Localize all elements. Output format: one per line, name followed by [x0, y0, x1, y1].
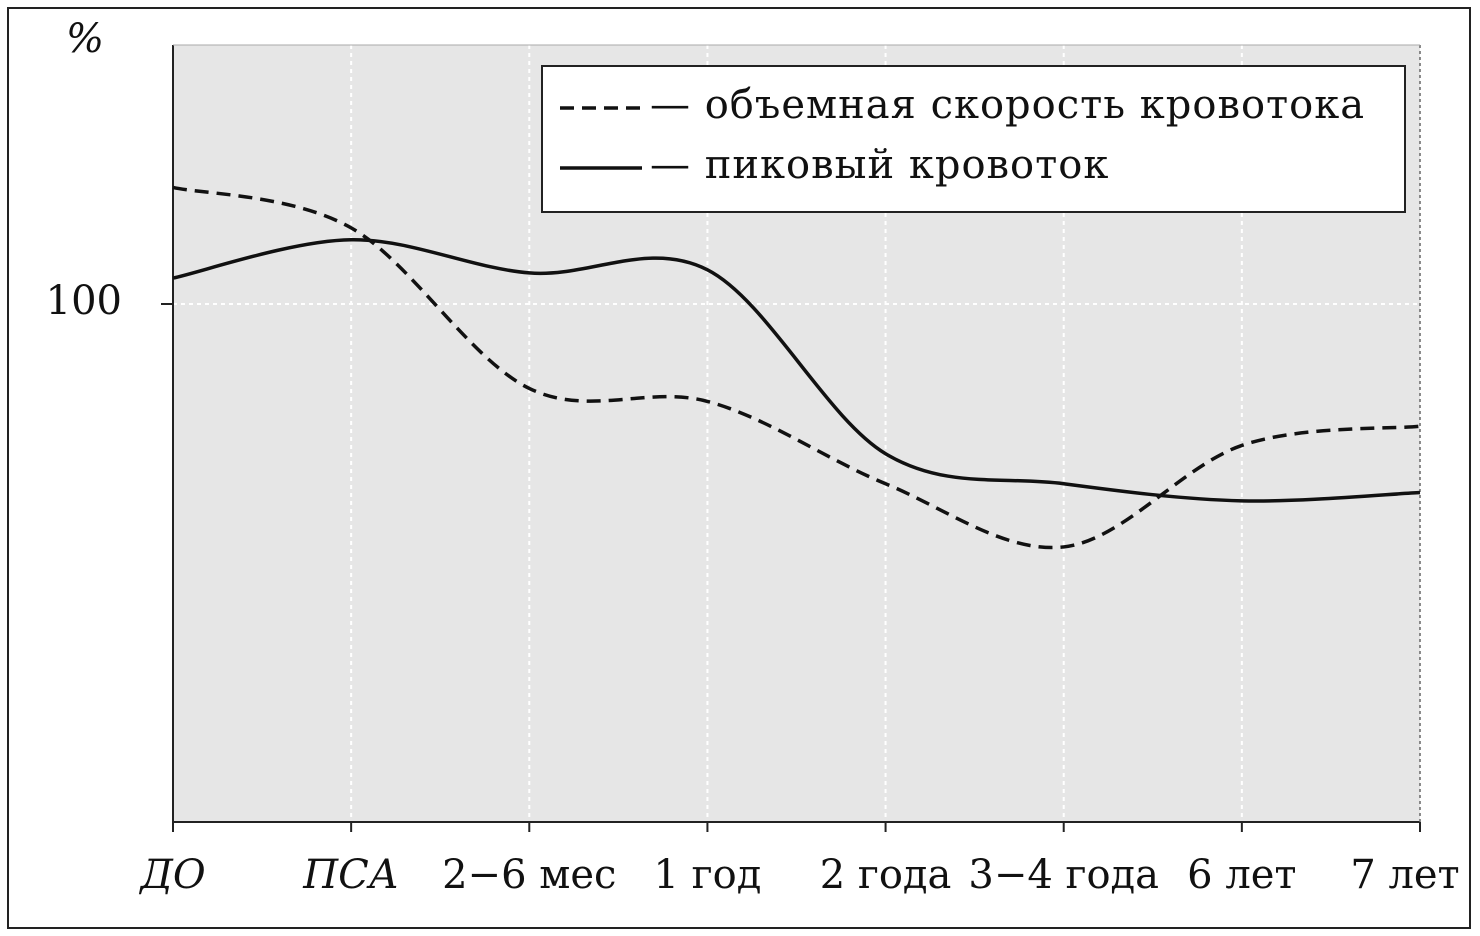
- y-axis-label: %: [66, 16, 104, 62]
- x-tick-label: 2−6 мес: [442, 852, 616, 898]
- x-tick-label: 7 лет: [1350, 852, 1459, 898]
- legend-box: [541, 65, 1406, 213]
- x-tick-label: 2 года: [820, 852, 952, 898]
- series-line: [172, 185, 1421, 550]
- x-tick-label: 1 год: [654, 852, 762, 898]
- x-tick-label: 3−4 года: [968, 852, 1159, 898]
- y-tick-label: 100: [46, 278, 122, 324]
- x-tick-label: 6 лет: [1187, 852, 1296, 898]
- legend-label: — объемная скорость кровотока: [650, 82, 1365, 128]
- series-line: [172, 238, 1421, 503]
- legend-label: — пиковый кровоток: [650, 142, 1109, 188]
- x-tick-label: ПСА: [302, 852, 399, 898]
- x-tick-label: ДО: [138, 852, 205, 898]
